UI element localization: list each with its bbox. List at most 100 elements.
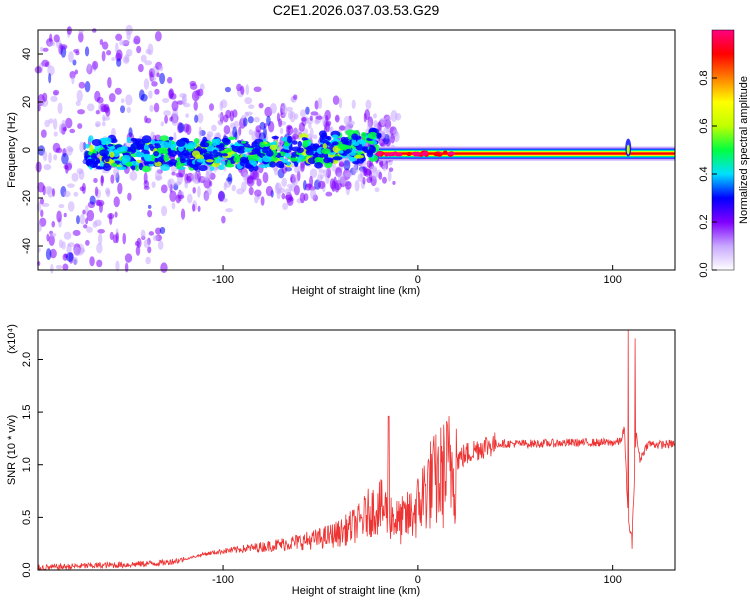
noise-blob — [57, 102, 63, 114]
spectrogram-y-tick-label: -20 — [21, 190, 33, 206]
noise-blob — [72, 229, 81, 237]
noise-blob — [53, 34, 60, 43]
noise-blob — [221, 215, 226, 224]
noise-blob — [198, 126, 202, 139]
signal-blob — [91, 138, 102, 147]
noise-blob — [248, 104, 255, 110]
signal-peak-blob — [421, 151, 429, 156]
noise-blob — [79, 186, 86, 192]
signal-blob — [269, 144, 278, 151]
noise-blob — [372, 167, 378, 180]
signal-peak-blob — [384, 152, 389, 157]
signal-blob — [251, 148, 261, 155]
signal-blob — [226, 160, 232, 167]
signal-blob — [143, 143, 150, 152]
noise-blob — [351, 99, 356, 109]
noise-blob — [206, 131, 214, 138]
noise-blob — [71, 172, 79, 182]
noise-blob — [79, 213, 86, 225]
signal-blob — [88, 135, 94, 143]
colorbar-tick-label: 0.4 — [698, 166, 710, 181]
noise-blob — [96, 242, 103, 254]
noise-blob — [99, 38, 104, 46]
noise-blob — [145, 256, 151, 265]
signal-blob — [125, 161, 133, 167]
noise-blob — [325, 121, 330, 133]
noise-blob — [378, 171, 383, 180]
noise-blob — [236, 83, 242, 92]
noise-blob — [105, 106, 111, 117]
signal-blob — [291, 140, 298, 145]
signal-blob — [222, 139, 231, 145]
noise-blob — [77, 109, 85, 115]
noise-blob — [100, 175, 104, 187]
noise-blob — [366, 160, 372, 168]
signal-blob — [209, 166, 215, 171]
noise-blob — [135, 245, 141, 256]
signal-blob — [148, 143, 154, 149]
noise-blob — [154, 88, 160, 95]
signal-blob — [356, 157, 365, 164]
noise-blob — [89, 256, 95, 267]
noise-blob — [155, 227, 162, 235]
figure-title: C2E1.2026.037.03.53.G29 — [273, 2, 440, 18]
noise-blob — [309, 189, 317, 200]
noise-blob — [248, 186, 254, 196]
signal-blob — [352, 141, 360, 147]
noise-blob — [102, 114, 106, 123]
signal-blob — [199, 142, 210, 148]
noise-blob — [96, 259, 103, 268]
noise-blob — [154, 30, 162, 42]
noise-blob — [40, 46, 44, 52]
signal-blob — [226, 147, 232, 153]
noise-blob — [113, 196, 120, 208]
signal-blob — [116, 166, 127, 171]
noise-blob — [329, 178, 336, 190]
noise-blob — [322, 169, 329, 177]
snr-y-scale-label: (x10⁴) — [6, 324, 18, 354]
noise-blob — [299, 192, 306, 204]
noise-blob — [392, 180, 396, 185]
signal-blob — [109, 146, 116, 150]
signal-blob — [318, 154, 326, 158]
noise-blob — [312, 134, 318, 140]
noise-blob — [392, 129, 399, 137]
noise-blob — [164, 115, 168, 124]
noise-blob — [225, 109, 232, 119]
noise-blob — [293, 165, 301, 174]
noise-blob — [243, 117, 248, 127]
noise-blob — [45, 248, 52, 261]
noise-blob — [63, 190, 71, 198]
noise-blob — [168, 179, 172, 190]
signal-peak-blob — [443, 150, 448, 155]
noise-blob — [223, 125, 231, 135]
noise-blob — [83, 224, 88, 229]
noise-blob — [91, 60, 99, 70]
noise-blob — [174, 181, 182, 186]
snr-y-tick-label: 0.0 — [21, 562, 33, 577]
signal-peak-blob — [406, 152, 412, 157]
noise-blob — [144, 60, 153, 66]
noise-blob — [151, 181, 156, 188]
signal-blob — [351, 133, 359, 141]
noise-blob — [65, 117, 73, 129]
noise-blob — [275, 182, 280, 191]
noise-blob — [245, 111, 253, 116]
noise-blob — [253, 195, 259, 204]
signal-blob — [176, 139, 186, 147]
signal-blob — [262, 155, 272, 163]
noise-blob — [183, 123, 190, 133]
signal-blob — [168, 140, 173, 148]
signal-peak-blob — [433, 152, 441, 157]
signal-blob — [247, 156, 253, 161]
noise-blob — [53, 154, 58, 161]
noise-blob — [197, 185, 201, 198]
noise-blob — [281, 177, 288, 187]
noise-blob — [147, 209, 153, 218]
noise-blob — [286, 124, 293, 130]
noise-blob — [175, 172, 183, 178]
noise-blob — [67, 242, 75, 248]
noise-blob — [66, 252, 74, 262]
noise-blob — [269, 102, 277, 114]
signal-blob — [135, 164, 140, 172]
